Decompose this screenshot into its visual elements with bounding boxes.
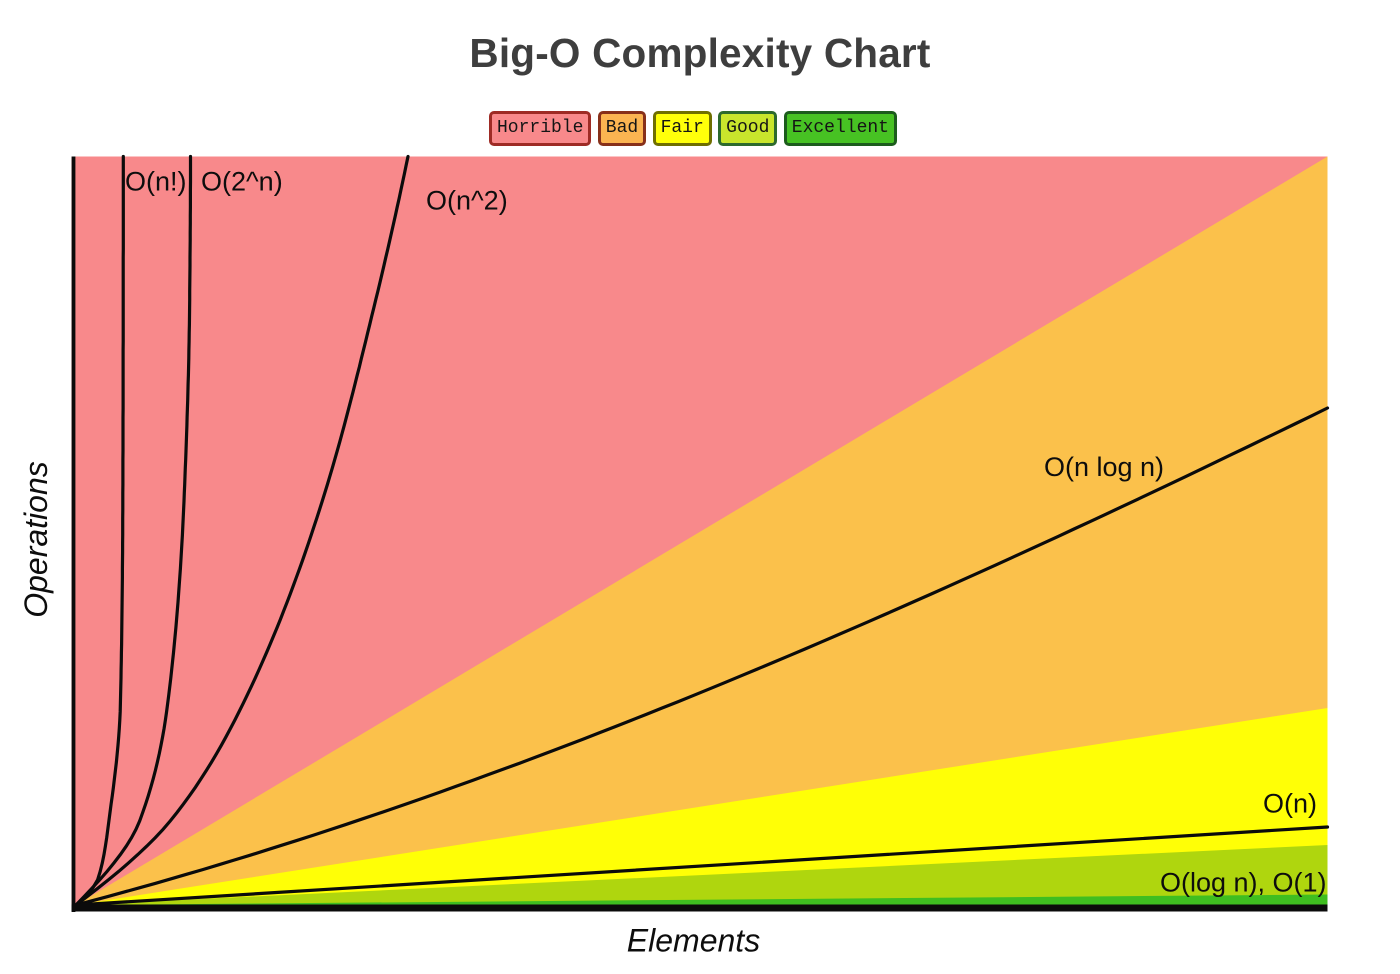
svg-text:O(n!): O(n!): [125, 167, 187, 197]
svg-text:O(log n), O(1): O(log n), O(1): [1160, 868, 1327, 898]
svg-text:Operations: Operations: [18, 461, 54, 618]
svg-text:Elements: Elements: [627, 923, 760, 959]
svg-text:O(n log n): O(n log n): [1044, 452, 1164, 482]
svg-text:O(n): O(n): [1263, 789, 1317, 819]
svg-text:O(2^n): O(2^n): [201, 167, 283, 197]
svg-text:O(n^2): O(n^2): [426, 186, 508, 216]
